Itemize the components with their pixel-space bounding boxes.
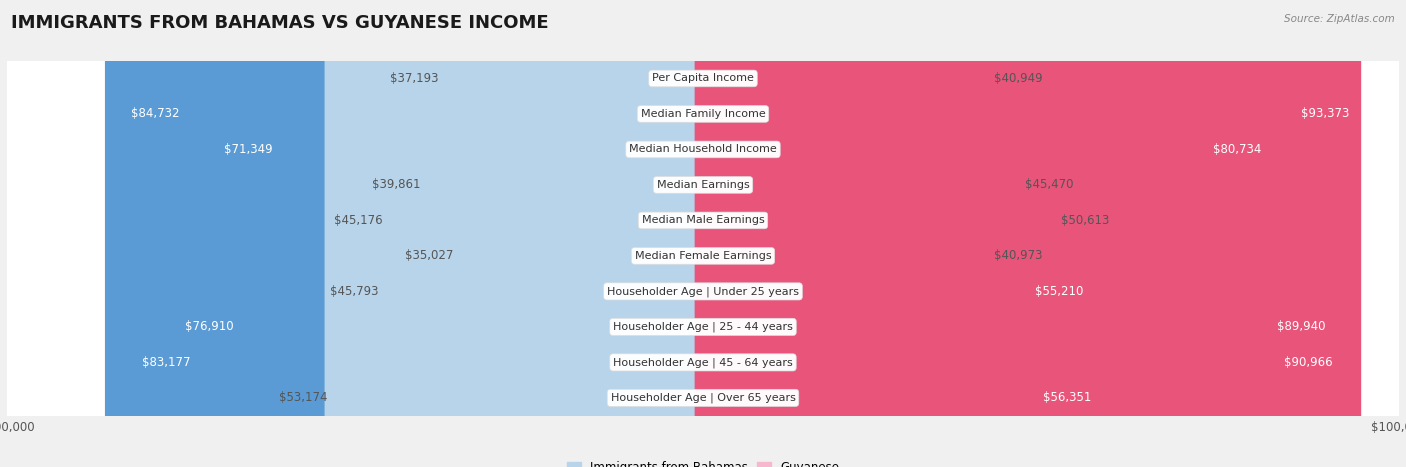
Text: Median Family Income: Median Family Income	[641, 109, 765, 119]
FancyBboxPatch shape	[695, 0, 1344, 467]
FancyBboxPatch shape	[6, 0, 1400, 467]
FancyBboxPatch shape	[418, 0, 711, 467]
FancyBboxPatch shape	[695, 0, 1095, 467]
FancyBboxPatch shape	[6, 0, 1400, 467]
FancyBboxPatch shape	[6, 0, 1400, 467]
Text: Median Female Earnings: Median Female Earnings	[634, 251, 772, 261]
FancyBboxPatch shape	[6, 0, 1400, 467]
FancyBboxPatch shape	[6, 0, 1400, 467]
Text: Source: ZipAtlas.com: Source: ZipAtlas.com	[1284, 14, 1395, 24]
Text: $45,470: $45,470	[1025, 178, 1074, 191]
Text: $39,861: $39,861	[371, 178, 420, 191]
Text: $56,351: $56,351	[1043, 391, 1091, 404]
Text: Householder Age | Over 65 years: Householder Age | Over 65 years	[610, 393, 796, 403]
FancyBboxPatch shape	[6, 0, 1400, 467]
FancyBboxPatch shape	[6, 0, 1400, 467]
FancyBboxPatch shape	[695, 0, 1028, 467]
FancyBboxPatch shape	[6, 0, 1400, 467]
Text: $53,174: $53,174	[278, 391, 328, 404]
FancyBboxPatch shape	[695, 0, 1361, 467]
Text: Householder Age | 25 - 44 years: Householder Age | 25 - 44 years	[613, 322, 793, 332]
FancyBboxPatch shape	[6, 0, 1400, 467]
Text: $40,949: $40,949	[994, 72, 1042, 85]
Text: $45,176: $45,176	[335, 214, 382, 227]
FancyBboxPatch shape	[6, 0, 1400, 467]
FancyBboxPatch shape	[105, 0, 711, 467]
FancyBboxPatch shape	[6, 0, 1400, 467]
FancyBboxPatch shape	[115, 0, 711, 467]
FancyBboxPatch shape	[6, 0, 1400, 467]
Text: $35,027: $35,027	[405, 249, 454, 262]
FancyBboxPatch shape	[695, 0, 1104, 467]
Text: $40,973: $40,973	[994, 249, 1042, 262]
FancyBboxPatch shape	[695, 0, 997, 467]
Text: $93,373: $93,373	[1301, 107, 1350, 120]
Text: $84,732: $84,732	[131, 107, 179, 120]
Text: Median Male Earnings: Median Male Earnings	[641, 215, 765, 226]
FancyBboxPatch shape	[6, 0, 1400, 467]
FancyBboxPatch shape	[6, 0, 1400, 467]
FancyBboxPatch shape	[375, 0, 711, 467]
Text: Per Capita Income: Per Capita Income	[652, 73, 754, 84]
FancyBboxPatch shape	[159, 0, 711, 467]
Text: Median Household Income: Median Household Income	[628, 144, 778, 155]
FancyBboxPatch shape	[6, 0, 1400, 467]
Text: Median Earnings: Median Earnings	[657, 180, 749, 190]
FancyBboxPatch shape	[695, 0, 1063, 467]
Text: $71,349: $71,349	[224, 143, 273, 156]
FancyBboxPatch shape	[695, 0, 1274, 467]
FancyBboxPatch shape	[436, 0, 711, 467]
FancyBboxPatch shape	[695, 0, 1337, 467]
Text: $83,177: $83,177	[142, 356, 190, 369]
FancyBboxPatch shape	[325, 0, 711, 467]
FancyBboxPatch shape	[6, 0, 1400, 467]
FancyBboxPatch shape	[6, 0, 1400, 467]
Text: $89,940: $89,940	[1277, 320, 1326, 333]
FancyBboxPatch shape	[6, 0, 1400, 467]
Text: $55,210: $55,210	[1035, 285, 1084, 298]
FancyBboxPatch shape	[6, 0, 1400, 467]
Text: $45,793: $45,793	[330, 285, 378, 298]
FancyBboxPatch shape	[198, 0, 711, 467]
Legend: Immigrants from Bahamas, Guyanese: Immigrants from Bahamas, Guyanese	[567, 460, 839, 467]
FancyBboxPatch shape	[451, 0, 711, 467]
FancyBboxPatch shape	[380, 0, 711, 467]
FancyBboxPatch shape	[6, 0, 1400, 467]
Text: $90,966: $90,966	[1284, 356, 1333, 369]
Text: $80,734: $80,734	[1213, 143, 1261, 156]
Text: $76,910: $76,910	[186, 320, 233, 333]
Text: Householder Age | Under 25 years: Householder Age | Under 25 years	[607, 286, 799, 297]
Text: $50,613: $50,613	[1060, 214, 1109, 227]
Text: $37,193: $37,193	[389, 72, 439, 85]
FancyBboxPatch shape	[695, 0, 997, 467]
Text: Householder Age | 45 - 64 years: Householder Age | 45 - 64 years	[613, 357, 793, 368]
Text: IMMIGRANTS FROM BAHAMAS VS GUYANESE INCOME: IMMIGRANTS FROM BAHAMAS VS GUYANESE INCO…	[11, 14, 548, 32]
